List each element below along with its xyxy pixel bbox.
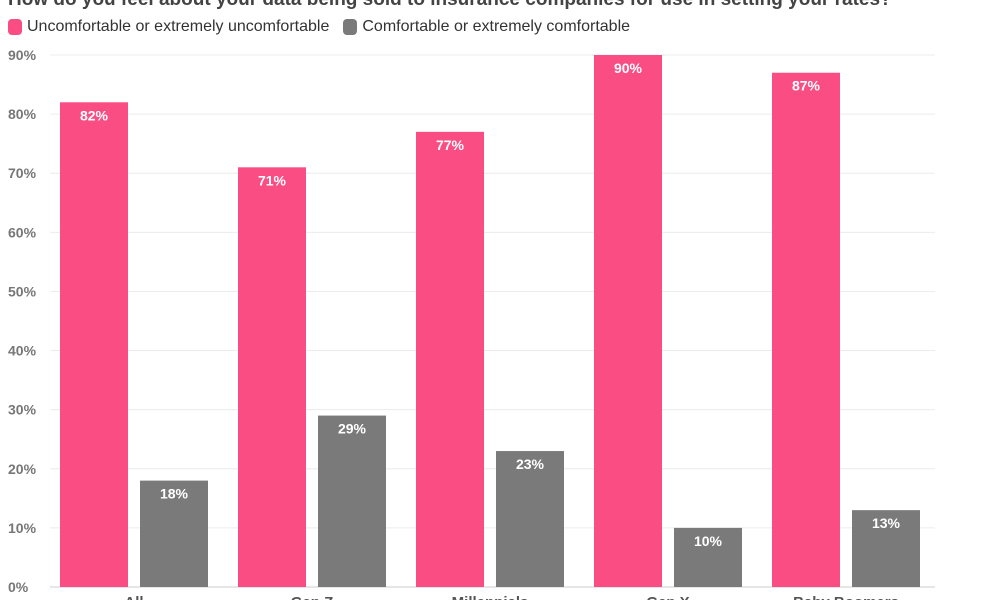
bar-value-label: 23% [516, 456, 545, 472]
bar-value-label: 71% [258, 172, 287, 188]
x-category-label: Baby Boomers [793, 594, 899, 600]
y-tick-label: 0% [8, 579, 29, 595]
y-tick-label: 90% [8, 47, 37, 63]
bar-uncomfortable [60, 102, 128, 588]
legend-item-uncomfortable[interactable]: Uncomfortable or extremely uncomfortable [8, 18, 329, 36]
y-tick-label: 70% [8, 165, 37, 181]
bar-comfortable [140, 480, 208, 587]
bar-uncomfortable [772, 72, 840, 587]
bar-comfortable [674, 527, 742, 587]
bar-value-label: 87% [792, 78, 821, 94]
bar-value-label: 29% [338, 421, 367, 437]
legend-swatch-uncomfortable [8, 19, 22, 35]
bar-comfortable [852, 510, 920, 587]
bar-value-label: 10% [694, 533, 723, 549]
y-tick-label: 10% [8, 520, 37, 536]
bar-value-label: 77% [436, 137, 465, 153]
legend: Uncomfortable or extremely uncomfortable… [8, 16, 630, 38]
y-tick-label: 20% [8, 461, 37, 477]
legend-label-uncomfortable: Uncomfortable or extremely uncomfortable [27, 18, 330, 35]
bar-value-label: 13% [872, 515, 901, 531]
bar-uncomfortable [416, 131, 484, 587]
y-tick-label: 40% [8, 343, 37, 359]
y-tick-label: 80% [8, 106, 37, 122]
bar-uncomfortable [238, 167, 306, 588]
y-tick-label: 30% [8, 402, 37, 418]
bar-value-label: 18% [160, 486, 189, 502]
bar-uncomfortable [594, 55, 662, 587]
x-category-label: Gen Z [291, 594, 334, 600]
x-category-label: All [124, 594, 143, 600]
x-category-label: Gen X [646, 594, 689, 600]
bar-value-label: 82% [80, 107, 109, 123]
legend-label-comfortable: Comfortable or extremely comfortable [362, 18, 631, 35]
chart-title: How do you feel about your data being so… [8, 0, 988, 9]
legend-item-comfortable[interactable]: Comfortable or extremely comfortable [343, 18, 630, 36]
bar-value-label: 90% [614, 60, 643, 76]
x-category-label: Millennials [452, 594, 529, 600]
bar-comfortable [496, 451, 564, 587]
y-tick-label: 50% [8, 283, 37, 299]
bar-comfortable [318, 415, 386, 587]
legend-swatch-comfortable [343, 19, 358, 35]
y-tick-label: 60% [8, 224, 37, 240]
